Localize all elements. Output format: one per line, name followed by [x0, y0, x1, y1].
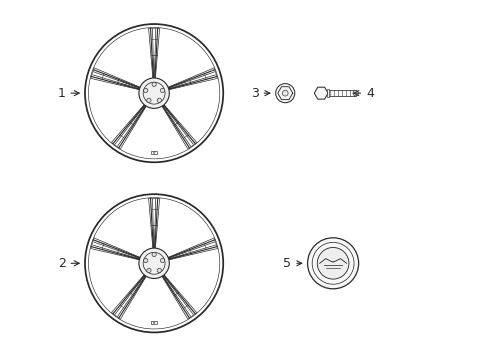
Circle shape	[307, 238, 358, 289]
Circle shape	[152, 82, 156, 86]
Circle shape	[143, 88, 147, 93]
Circle shape	[152, 252, 156, 257]
Bar	[151, 321, 157, 324]
Circle shape	[275, 84, 294, 103]
Circle shape	[160, 88, 164, 93]
Circle shape	[139, 248, 169, 279]
Text: 5: 5	[283, 257, 301, 270]
Circle shape	[146, 268, 151, 273]
Circle shape	[146, 98, 151, 103]
Circle shape	[139, 78, 169, 108]
Text: 1: 1	[58, 87, 79, 100]
Polygon shape	[328, 90, 355, 96]
Bar	[151, 151, 157, 154]
Text: 4: 4	[353, 87, 373, 100]
Circle shape	[282, 90, 287, 96]
Circle shape	[143, 258, 147, 263]
Circle shape	[160, 258, 164, 263]
Circle shape	[157, 268, 161, 273]
Text: 2: 2	[58, 257, 79, 270]
Text: 3: 3	[250, 87, 269, 100]
Bar	[326, 89, 328, 97]
Circle shape	[157, 98, 161, 103]
Circle shape	[317, 247, 348, 279]
Polygon shape	[314, 87, 327, 99]
Circle shape	[352, 90, 358, 96]
